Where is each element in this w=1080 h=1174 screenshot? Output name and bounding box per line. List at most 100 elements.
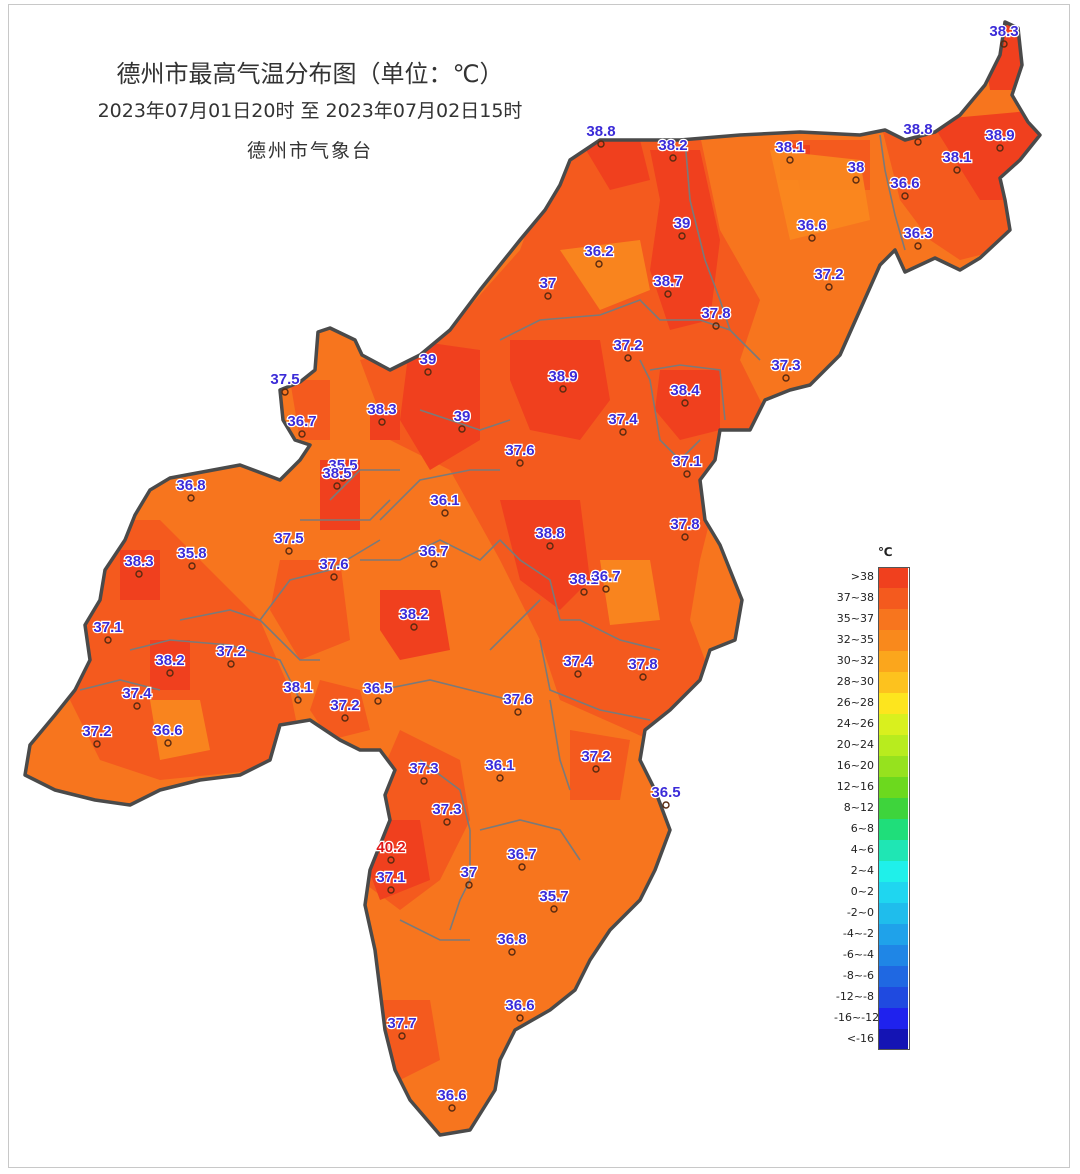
- legend-swatch: [878, 567, 908, 588]
- station-marker: [574, 670, 582, 678]
- station-temp-label: 38.8: [535, 525, 564, 542]
- zone-gt38: [370, 410, 400, 440]
- station-temp-label: 38.8: [586, 123, 615, 140]
- station-temp-label: 38.1: [775, 139, 804, 156]
- station-marker: [420, 777, 428, 785]
- station-temp-label: 37.8: [628, 656, 657, 673]
- station-marker: [592, 765, 600, 773]
- station: 36.1: [484, 756, 516, 782]
- station-temp-label: 38.8: [903, 121, 932, 138]
- county-line: [179, 539, 381, 621]
- station: 38.3: [988, 22, 1020, 48]
- legend-item: -8~-6: [834, 966, 914, 987]
- station: 36.6: [436, 1086, 468, 1112]
- station: 37.6: [502, 690, 534, 716]
- station: 37.2: [580, 747, 612, 773]
- station-marker: [516, 459, 524, 467]
- station-marker: [914, 242, 922, 250]
- station: 38.1: [774, 138, 806, 164]
- station: 38.3: [123, 552, 155, 578]
- legend-label: -6~-4: [842, 948, 874, 961]
- legend-label: 8~12: [843, 801, 874, 814]
- station: 37.6: [504, 441, 536, 467]
- zone-37-38: [380, 1000, 440, 1080]
- station-temp-label: 36.8: [176, 477, 205, 494]
- legend-item: 8~12: [834, 798, 914, 819]
- station-marker: [597, 140, 605, 148]
- legend-item: 28~30: [834, 672, 914, 693]
- station: 36.7: [590, 567, 622, 593]
- station-temp-label: 37.3: [432, 801, 461, 818]
- station-temp-label: 39: [674, 215, 691, 232]
- station-marker: [669, 154, 677, 162]
- station: 37.2: [813, 265, 845, 291]
- station-temp-label: 38.3: [367, 401, 396, 418]
- station-temp-label: 37.7: [387, 1015, 416, 1032]
- legend-unit: ℃: [878, 545, 893, 559]
- zone-37-38: [310, 680, 370, 740]
- station-marker: [378, 418, 386, 426]
- station-temp-label: 37.1: [672, 453, 701, 470]
- station: 35.8: [176, 544, 208, 570]
- station-temp-label: 36.6: [890, 175, 919, 192]
- station: 37.6: [318, 555, 350, 581]
- legend-label: 26~28: [836, 696, 874, 709]
- county-line: [379, 679, 511, 701]
- map-title: 德州市最高气温分布图（单位：℃）: [116, 60, 504, 88]
- station-temp-label: 38.3: [989, 23, 1018, 40]
- legend-item: >38: [834, 567, 914, 588]
- station-temp-label: 36.7: [287, 413, 316, 430]
- legend-label: <-16: [846, 1032, 874, 1045]
- legend-swatch: [878, 924, 908, 945]
- station-temp-label: 36.6: [505, 997, 534, 1014]
- station-marker: [559, 385, 567, 393]
- station-marker: [996, 144, 1004, 152]
- station: 37.8: [627, 655, 659, 681]
- legend-swatch: [878, 777, 908, 798]
- station-marker: [619, 428, 627, 436]
- county-line: [449, 830, 471, 931]
- legend-label: -12~-8: [835, 990, 874, 1003]
- station: 38: [846, 158, 866, 184]
- station-marker: [135, 570, 143, 578]
- legend-label: 12~16: [836, 780, 874, 793]
- station-temp-label: 36.5: [363, 680, 392, 697]
- station-temp-label: 38.9: [548, 368, 577, 385]
- county-line: [329, 469, 400, 501]
- station: 37.5: [273, 529, 305, 555]
- county-line: [649, 364, 726, 421]
- legend-swatch: [878, 840, 908, 861]
- station: 37.8: [669, 515, 701, 541]
- station-temp-label: 36.1: [430, 492, 459, 509]
- station-marker: [664, 290, 672, 298]
- legend-swatch: [878, 945, 908, 966]
- station: 37.1: [92, 618, 124, 644]
- county-line: [419, 759, 471, 831]
- legend-label: 30~32: [836, 654, 874, 667]
- legend-item: 6~8: [834, 819, 914, 840]
- station: 39: [452, 407, 472, 433]
- station-temp-label: 38.5: [322, 465, 351, 482]
- station-temp-label: 36.6: [797, 217, 826, 234]
- station-points: 38.3 38.8 38.2 38.1 38 38.8 38.9 38.1 36.6 39 36.6…: [81, 22, 1020, 1112]
- station-temp-label: 36.6: [437, 1087, 466, 1104]
- time-period: 2023年07月01日20时 至 2023年07月02日15时: [97, 100, 523, 122]
- station-temp-label: 38.2: [399, 606, 428, 623]
- legend-swatch: [878, 966, 908, 987]
- station: 37.2: [612, 336, 644, 362]
- legend-swatch: [878, 609, 908, 630]
- legend-label: 37~38: [836, 591, 874, 604]
- legend-item: 16~20: [834, 756, 914, 777]
- county-line: [79, 679, 161, 691]
- station-temp-label: 39: [454, 408, 471, 425]
- station-temp-label: 36.6: [153, 722, 182, 739]
- station-marker: [681, 533, 689, 541]
- station: 37.5: [269, 370, 301, 396]
- station-temp-label: 36.3: [903, 225, 932, 242]
- station-marker: [546, 542, 554, 550]
- legend-label: 6~8: [850, 822, 874, 835]
- station: 37.1: [375, 868, 407, 894]
- legend-item: 2~4: [834, 861, 914, 882]
- station: 37.3: [408, 759, 440, 785]
